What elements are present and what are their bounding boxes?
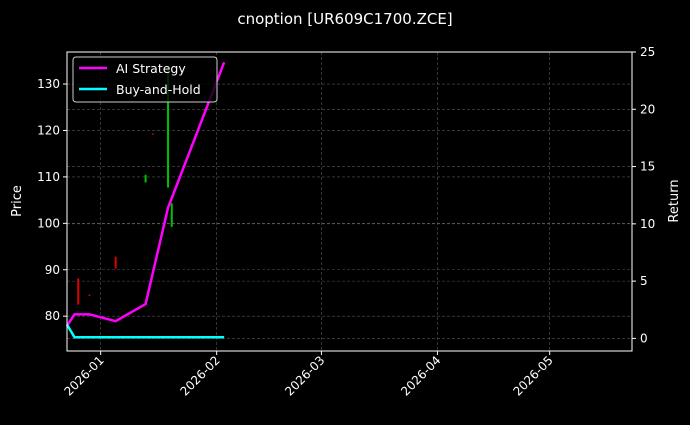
- candle-body: [144, 175, 147, 183]
- legend-label-ai-strategy: AI Strategy: [116, 61, 186, 76]
- y-tick-label: 110: [37, 170, 60, 184]
- y-tick-label: 80: [45, 309, 60, 323]
- y2-tick-label: 25: [640, 45, 655, 59]
- candle-body: [152, 133, 155, 135]
- candle-body: [77, 279, 80, 305]
- chart-title: cnoption [UR609C1700.ZCE]: [237, 10, 452, 28]
- grid: [67, 51, 632, 351]
- legend: AI Strategy Buy-and-Hold: [72, 56, 218, 103]
- series-line-buy-and-hold: [65, 324, 225, 339]
- legend-label-buy-and-hold: Buy-and-Hold: [116, 82, 201, 97]
- y-tick-label: 120: [37, 123, 60, 137]
- x-tick-label: 2026-04: [398, 353, 443, 398]
- x-tick-label: 2026-01: [61, 353, 106, 398]
- y2-tick-label: 15: [640, 160, 655, 174]
- candle-body: [170, 203, 173, 227]
- candle-body: [88, 294, 91, 296]
- y2-tick-label: 20: [640, 102, 655, 116]
- plot-frame: [66, 51, 633, 352]
- y2-tick-label: 5: [640, 274, 648, 288]
- x-tick-label: 2026-03: [282, 353, 327, 398]
- candle-body: [114, 256, 117, 269]
- legend-box: [72, 56, 218, 103]
- y-tick-label: 130: [37, 77, 60, 91]
- y2-axis-label: Return: [667, 179, 682, 222]
- y2-tick-label: 10: [640, 217, 655, 231]
- x-tick-label: 2026-05: [510, 353, 555, 398]
- series-line-ai-strategy: [65, 61, 226, 327]
- x-tick-label: 2026-02: [177, 353, 222, 398]
- y-tick-label: 90: [45, 263, 60, 277]
- y-tick-label: 100: [37, 216, 60, 230]
- series-lines: [65, 61, 226, 339]
- candle-body: [167, 67, 170, 188]
- y2-tick-label: 0: [640, 331, 648, 345]
- y-axis-label: Price: [10, 185, 25, 217]
